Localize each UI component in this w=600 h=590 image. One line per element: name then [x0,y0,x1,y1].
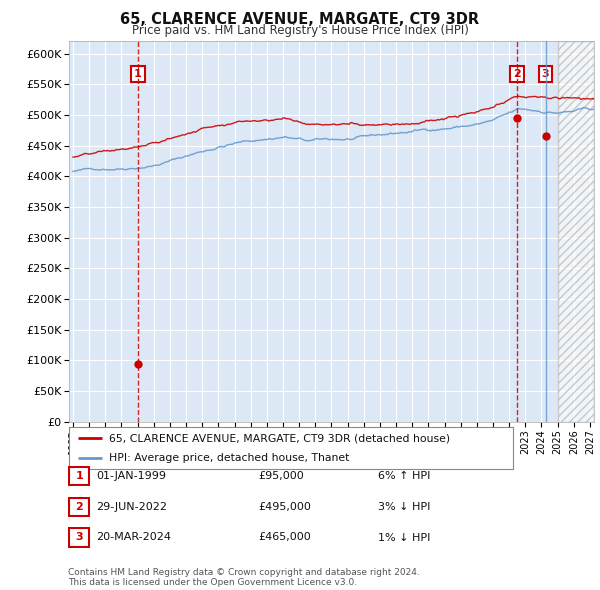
Bar [557,41,594,422]
Text: 3: 3 [76,533,83,542]
Text: Price paid vs. HM Land Registry's House Price Index (HPI): Price paid vs. HM Land Registry's House … [131,24,469,37]
FancyBboxPatch shape [69,467,89,485]
Text: 3: 3 [542,68,550,78]
FancyBboxPatch shape [69,498,89,516]
Text: 01-JAN-1999: 01-JAN-1999 [97,471,167,481]
Text: 2: 2 [514,68,521,78]
Text: 2: 2 [76,502,83,512]
Text: 6% ↑ HPI: 6% ↑ HPI [378,471,430,481]
Text: 29-JUN-2022: 29-JUN-2022 [97,502,167,512]
Text: 1% ↓ HPI: 1% ↓ HPI [378,533,430,542]
Text: 65, CLARENCE AVENUE, MARGATE, CT9 3DR (detached house): 65, CLARENCE AVENUE, MARGATE, CT9 3DR (d… [109,433,450,443]
Text: 3% ↓ HPI: 3% ↓ HPI [378,502,430,512]
Text: £95,000: £95,000 [258,471,304,481]
Text: Contains HM Land Registry data © Crown copyright and database right 2024.
This d: Contains HM Land Registry data © Crown c… [68,568,419,587]
Text: 20-MAR-2024: 20-MAR-2024 [97,533,172,542]
Text: 1: 1 [76,471,83,481]
Text: 1: 1 [134,68,142,78]
Text: £465,000: £465,000 [258,533,311,542]
Text: £495,000: £495,000 [258,502,311,512]
Text: HPI: Average price, detached house, Thanet: HPI: Average price, detached house, Than… [109,453,349,463]
FancyBboxPatch shape [69,529,89,546]
Text: 65, CLARENCE AVENUE, MARGATE, CT9 3DR: 65, CLARENCE AVENUE, MARGATE, CT9 3DR [121,12,479,27]
